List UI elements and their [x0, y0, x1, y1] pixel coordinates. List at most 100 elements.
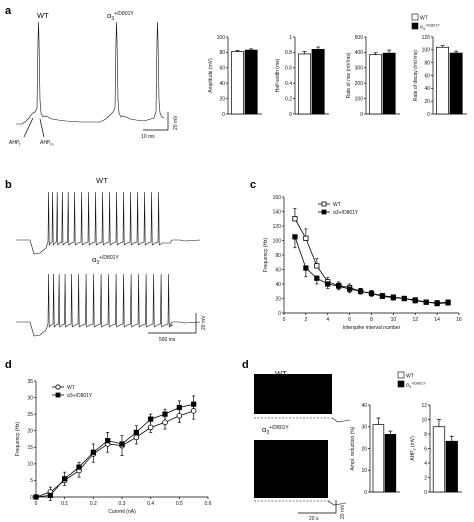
- legend-mutant-base: α: [420, 25, 423, 31]
- legend-marker: [321, 201, 327, 207]
- panel-label-b: b: [5, 179, 12, 191]
- scale-volt-d: 20 mV: [340, 504, 346, 519]
- y-axis-label: Frequency (Hz): [263, 237, 269, 272]
- mutant-label-sub: 3: [111, 16, 114, 22]
- data-point: [162, 419, 168, 426]
- y-tick-label: 100: [422, 48, 431, 54]
- data-point: [445, 300, 451, 306]
- y-tick-label: 400: [355, 50, 364, 56]
- y-tick-label: 80: [424, 60, 430, 66]
- y-tick-label: 80: [275, 253, 281, 259]
- x-tick-label: 0.3: [119, 501, 126, 507]
- y-tick-label: 0: [278, 311, 281, 317]
- data-point: [357, 288, 364, 294]
- significance-star: *: [456, 57, 459, 66]
- y-tick-label: 0.6: [285, 66, 292, 72]
- y-tick-label: 60: [424, 73, 430, 79]
- data-point: [76, 464, 82, 470]
- y-axis-label: Rate of rise (mV/ms): [346, 52, 352, 98]
- x-tick-label: 8: [370, 317, 373, 323]
- legend-mutant-label: α3+/D801Y: [420, 24, 440, 32]
- bar-chart-ahps: 0 2 4 6 8 10 12 AHPs (mV): [410, 403, 462, 496]
- trace-label-mutant-d: α3+/D801Y: [262, 425, 289, 436]
- panel-label-d-left: d: [5, 359, 12, 371]
- panel-label-a: a: [5, 5, 12, 17]
- bar: [432, 426, 446, 493]
- legend-label: WT: [333, 202, 341, 208]
- y-axis-label: AHPs (mV): [410, 436, 417, 461]
- legend-marker: [55, 392, 61, 398]
- ahp-m-label: AHPm: [40, 140, 54, 147]
- data-point: [390, 295, 396, 301]
- trace-label-mutant-b: α3+/D801Y: [92, 255, 119, 266]
- y-tick-label: 5: [30, 478, 33, 484]
- data-point: [292, 216, 298, 222]
- data-point: [148, 416, 154, 422]
- panel-a-legend: WT α3+/D801Y: [411, 13, 440, 32]
- legend-mutant-swatch: [411, 22, 419, 30]
- y-tick-label: 10: [421, 417, 427, 423]
- mutant-b-sup: +/D801Y: [99, 255, 119, 261]
- y-tick-label: 40: [275, 282, 281, 288]
- data-point: [412, 298, 418, 304]
- y-axis-label: Rate of decay (mV/ms): [413, 50, 419, 101]
- y-tick-label: 500: [355, 35, 364, 41]
- y-axis-label: Ampl. reduction (%): [350, 426, 356, 470]
- trace-label-wt-d: WT: [275, 369, 287, 378]
- tonic-firing-block-mutant: [254, 440, 328, 498]
- scale-bar-a: [143, 112, 169, 131]
- data-point: [314, 263, 320, 269]
- mutant-d-sub: 3: [266, 430, 269, 436]
- data-point: [119, 441, 125, 447]
- mutant-d-base: α: [262, 425, 267, 434]
- y-tick-label: 0: [289, 112, 292, 118]
- x-tick-label: 14: [434, 317, 440, 323]
- scale-bar-d: [298, 500, 337, 514]
- action-potential-trace-mutant: [92, 21, 165, 123]
- data-point: [47, 492, 53, 498]
- mutant-label-sup: +/D801Y: [114, 11, 134, 17]
- y-tick-label: 40: [424, 86, 430, 92]
- y-tick-label: 4: [424, 461, 427, 467]
- y-axis-label: Half-width (ms): [275, 58, 281, 92]
- x-tick-label: 2: [304, 317, 307, 323]
- ahp-m-text: AHP: [40, 140, 51, 146]
- scale-time-a: 10 ms: [141, 134, 155, 140]
- data-point: [368, 290, 375, 297]
- data-point: [162, 411, 168, 417]
- y-tick-label: 20: [275, 296, 281, 302]
- data-point: [133, 434, 140, 441]
- panel-b-traces: WT α3+/D801Y 500 ms 20 mV: [16, 176, 207, 343]
- x-tick-label: 0.4: [147, 501, 154, 507]
- line-chart-frequency-interspike: 0 20 40 60 80 100 120 140 160 0 2 4 6 8 10 12 14 16 Inters…: [263, 195, 462, 331]
- scale-bar-b: [148, 313, 197, 334]
- y-tick-label: 0: [427, 112, 430, 118]
- bar: [436, 46, 449, 115]
- y-tick-label: 0.8: [285, 50, 292, 56]
- x-tick-label: 0.2: [90, 501, 97, 507]
- y-tick-label: 0: [222, 112, 225, 118]
- legend-label: α3+/D801Y: [333, 210, 359, 216]
- x-tick-label: 4: [326, 317, 329, 323]
- ahp-tail-mutant: [327, 500, 347, 506]
- scale-time-d: 20 s: [309, 516, 319, 522]
- legend-label: α3+/D801Y: [67, 393, 93, 399]
- data-point: [423, 299, 429, 305]
- bar: [445, 440, 458, 493]
- legend-d-mutant-label: α3+/D801Y: [406, 382, 426, 390]
- bar-chart-half-width: 0 0.2 0.4 0.6 0.8 1 Half-width (ms): [275, 35, 329, 118]
- y-tick-label: 8: [424, 432, 427, 438]
- bar: [311, 48, 325, 115]
- data-point: [90, 449, 96, 455]
- y-tick-label: 60: [275, 267, 281, 273]
- legend-d-mutant-base: α: [406, 383, 409, 389]
- legend-mutant-sup: +/D801Y: [425, 24, 440, 28]
- trace-label-wt-b: WT: [96, 176, 108, 185]
- panel-label-d-right: d: [242, 359, 249, 371]
- y-tick-label: 120: [273, 224, 282, 230]
- y-axis-label: Frequency (Hz): [15, 421, 21, 456]
- scale-volt-a: 20 mV: [173, 115, 179, 130]
- x-tick-label: 10: [391, 317, 397, 323]
- y-tick-label: 100: [217, 35, 226, 41]
- y-tick-label: 12: [421, 403, 427, 409]
